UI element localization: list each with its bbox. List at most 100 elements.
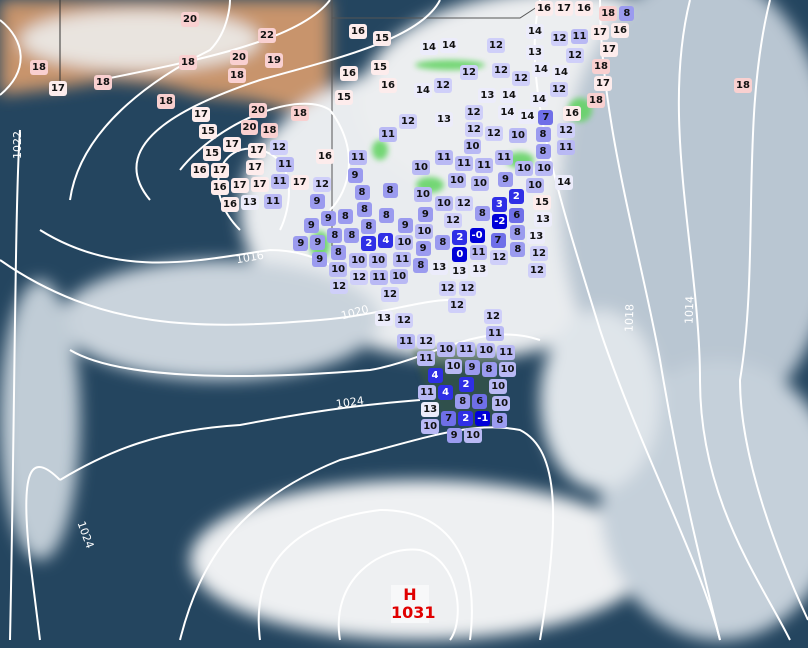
temperature-station-label[interactable]: 17	[230, 177, 249, 193]
temperature-station-label[interactable]: 11	[497, 345, 516, 361]
temperature-station-label[interactable]: 12	[381, 286, 399, 302]
temperature-station-label[interactable]: 0	[452, 246, 468, 262]
temperature-station-label[interactable]: 8	[474, 205, 490, 221]
temperature-station-label[interactable]: 8	[330, 245, 346, 261]
temperature-station-label[interactable]: 10	[489, 379, 508, 395]
temperature-station-label[interactable]: 13	[527, 228, 546, 244]
temperature-station-label[interactable]: 9	[320, 211, 336, 227]
temperature-station-label[interactable]: 9	[417, 206, 433, 222]
temperature-station-label[interactable]: 12	[487, 37, 505, 53]
temperature-station-label[interactable]: 9	[464, 359, 480, 375]
temperature-station-label[interactable]: 8	[357, 201, 372, 217]
temperature-station-label[interactable]: 10	[415, 223, 434, 239]
temperature-station-label[interactable]: 10	[477, 342, 496, 358]
temperature-station-label[interactable]: 2	[361, 235, 377, 251]
temperature-station-label[interactable]: 9	[310, 234, 326, 250]
temperature-station-label[interactable]: 10	[498, 362, 517, 378]
temperature-station-label[interactable]: 12	[490, 249, 509, 265]
temperature-station-label[interactable]: 17	[246, 159, 264, 175]
temperature-station-label[interactable]: 14	[530, 91, 548, 107]
temperature-station-label[interactable]: 17	[594, 76, 612, 92]
temperature-station-label[interactable]: 20	[181, 11, 199, 27]
temperature-station-label[interactable]: 11	[397, 334, 416, 349]
temperature-station-label[interactable]: 8	[510, 241, 526, 257]
temperature-station-label[interactable]: 12	[434, 77, 452, 93]
temperature-station-label[interactable]: 8	[619, 6, 635, 21]
temperature-station-label[interactable]: 2	[452, 229, 468, 245]
temperature-station-label[interactable]: 12	[458, 280, 477, 296]
temperature-station-label[interactable]: 12	[330, 279, 349, 295]
temperature-station-label[interactable]: 15	[335, 89, 353, 105]
temperature-station-label[interactable]: 22	[258, 27, 276, 43]
temperature-station-label[interactable]: 10	[471, 175, 489, 191]
temperature-station-label[interactable]: 14	[440, 37, 458, 53]
temperature-station-label[interactable]: 12	[464, 105, 483, 121]
temperature-station-label[interactable]: -1	[475, 410, 491, 426]
temperature-station-label[interactable]: 16	[349, 23, 367, 39]
temperature-station-label[interactable]: 18	[228, 67, 246, 83]
temperature-station-label[interactable]: 12	[566, 48, 584, 64]
temperature-station-label[interactable]: 13	[241, 194, 259, 210]
temperature-station-label[interactable]: 8	[535, 126, 551, 142]
temperature-station-label[interactable]: 16	[611, 23, 629, 38]
temperature-station-label[interactable]: 11	[276, 157, 294, 172]
temperature-station-label[interactable]: 10	[509, 127, 527, 143]
temperature-station-label[interactable]: 10	[412, 159, 430, 175]
temperature-station-label[interactable]: 14	[414, 82, 432, 98]
temperature-station-label[interactable]: 10	[535, 160, 554, 176]
temperature-station-label[interactable]: 20	[230, 49, 248, 65]
temperature-station-label[interactable]: 12	[448, 297, 466, 313]
temperature-station-label[interactable]: 12	[350, 269, 369, 285]
temperature-station-label[interactable]: 12	[444, 212, 462, 228]
temperature-station-label[interactable]: 13	[375, 310, 393, 326]
temperature-station-label[interactable]: 10	[526, 177, 544, 193]
temperature-station-label[interactable]: 11	[270, 174, 289, 189]
temperature-station-label[interactable]: 8	[492, 413, 508, 429]
temperature-station-label[interactable]: 8	[344, 227, 360, 243]
temperature-station-label[interactable]: 13	[435, 111, 453, 127]
temperature-station-label[interactable]: 18	[587, 93, 605, 109]
temperature-station-label[interactable]: 10	[448, 173, 466, 189]
temperature-station-label[interactable]: 8	[435, 234, 451, 250]
temperature-station-label[interactable]: 17	[248, 142, 266, 158]
temperature-station-label[interactable]: 8	[354, 184, 370, 200]
temperature-station-label[interactable]: 18	[592, 59, 610, 75]
temperature-station-label[interactable]: 13	[450, 263, 469, 279]
temperature-station-label[interactable]: 16	[316, 148, 334, 164]
temperature-station-label[interactable]: 16	[340, 65, 358, 81]
temperature-station-label[interactable]: 11	[469, 244, 488, 260]
temperature-station-label[interactable]: 18	[94, 74, 112, 90]
temperature-station-label[interactable]: 16	[221, 196, 239, 212]
temperature-station-label[interactable]: 12	[512, 70, 530, 86]
temperature-station-label[interactable]: 14	[552, 65, 570, 81]
temperature-station-label[interactable]: 9	[309, 194, 325, 210]
temperature-station-label[interactable]: 9	[312, 251, 328, 267]
temperature-station-label[interactable]: 12	[550, 82, 568, 98]
temperature-station-label[interactable]: 6	[509, 207, 525, 223]
temperature-station-label[interactable]: -2	[492, 214, 508, 229]
temperature-station-label[interactable]: 12	[417, 334, 436, 349]
temperature-station-label[interactable]: 12	[270, 139, 288, 155]
temperature-station-label[interactable]: 18	[260, 122, 279, 138]
temperature-station-label[interactable]: 13	[470, 261, 489, 277]
temperature-station-label[interactable]: 10	[349, 252, 368, 268]
temperature-station-label[interactable]: 13	[430, 259, 449, 275]
temperature-station-label[interactable]: 20	[240, 119, 259, 135]
temperature-station-label[interactable]: 11	[557, 139, 575, 155]
temperature-station-label[interactable]: 8	[337, 208, 353, 224]
temperature-station-label[interactable]: 18	[30, 59, 48, 75]
temperature-station-label[interactable]: 4	[438, 385, 454, 400]
temperature-station-label[interactable]: 17	[223, 136, 241, 152]
temperature-station-label[interactable]: 11	[349, 149, 367, 165]
temperature-station-label[interactable]: 8	[361, 218, 377, 234]
temperature-station-label[interactable]: 9	[446, 427, 462, 443]
temperature-station-label[interactable]: 10	[421, 419, 440, 434]
temperature-station-label[interactable]: 15	[199, 124, 217, 139]
temperature-station-label[interactable]: 14	[498, 104, 517, 120]
temperature-station-label[interactable]: 9	[347, 167, 363, 183]
temperature-station-label[interactable]: 16	[210, 179, 229, 195]
temperature-station-label[interactable]: 15	[203, 145, 221, 161]
temperature-station-label[interactable]: 11	[370, 269, 389, 285]
temperature-station-label[interactable]: 17	[49, 80, 67, 96]
